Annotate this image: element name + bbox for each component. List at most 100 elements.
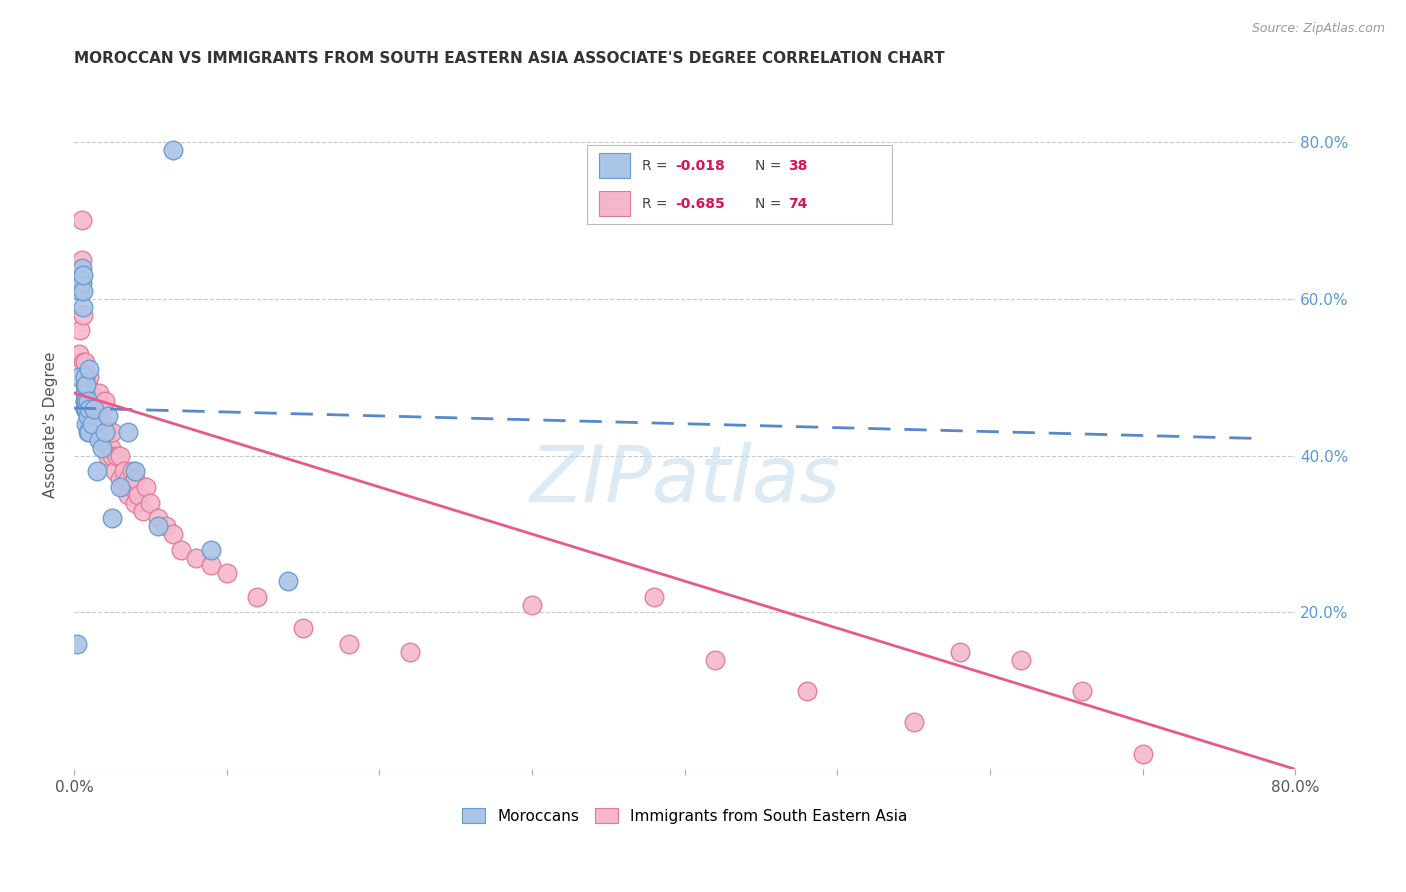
Point [146,519,169,533]
Point [246,590,269,604]
Point [66,637,89,651]
Point [75,417,97,432]
Point [75,370,97,384]
Point [91,433,114,447]
Point [135,480,157,494]
Point [79,401,101,416]
Point [292,621,315,635]
Point [69,323,91,337]
Point [73,370,96,384]
Point [93,425,115,439]
Point [86,393,108,408]
Point [82,417,104,432]
Point [80,393,103,408]
Point [89,425,111,439]
Y-axis label: Associate's Degree: Associate's Degree [44,351,58,498]
Point [90,401,112,416]
Point [120,480,142,494]
Point [121,464,143,478]
Point [101,425,124,439]
Point [82,386,104,401]
Point [72,308,94,322]
Point [117,425,139,439]
Point [75,393,97,408]
Point [186,550,208,565]
Point [83,401,105,416]
Text: MOROCCAN VS IMMIGRANTS FROM SOUTH EASTERN ASIA ASSOCIATE'S DEGREE CORRELATION CH: MOROCCAN VS IMMIGRANTS FROM SOUTH EASTER… [75,51,945,66]
Point [69,284,91,298]
Point [200,558,222,573]
Point [139,496,162,510]
Point [1070,684,1092,698]
Point [75,401,97,416]
Point [86,464,108,478]
Point [76,409,98,424]
Point [90,417,112,432]
Point [124,464,146,478]
Point [97,409,120,424]
Point [67,347,90,361]
Point [82,409,104,424]
Point [520,598,543,612]
Point [1010,652,1032,666]
Point [170,542,193,557]
Text: ZIPatlas: ZIPatlas [529,442,841,517]
Point [79,401,101,416]
Point [337,637,360,651]
Point [277,574,299,588]
Point [72,284,94,298]
Point [70,276,93,290]
Point [903,715,925,730]
Point [73,354,96,368]
Point [155,519,177,533]
Point [83,401,105,416]
Point [101,449,124,463]
Point [108,449,131,463]
Point [97,449,120,463]
Legend: Moroccans, Immigrants from South Eastern Asia: Moroccans, Immigrants from South Eastern… [463,808,907,823]
Point [124,496,146,510]
Point [399,645,422,659]
Point [79,417,101,432]
Point [76,378,98,392]
Point [796,684,818,698]
Point [73,378,96,392]
Point [124,472,146,486]
Point [72,268,94,283]
Point [79,370,101,384]
Text: Source: ZipAtlas.com: Source: ZipAtlas.com [1251,22,1385,36]
Point [83,425,105,439]
Point [87,433,110,447]
Point [90,441,112,455]
Point [162,143,184,157]
Point [72,300,94,314]
Point [84,417,107,432]
Point [79,362,101,376]
Point [108,472,131,486]
Point [73,393,96,408]
Point [73,386,96,401]
Point [76,393,98,408]
Point [75,386,97,401]
Point [146,511,169,525]
Point [70,252,93,267]
Point [104,464,127,478]
Point [948,645,970,659]
Point [162,527,184,541]
Point [132,503,155,517]
Point [76,401,98,416]
Point [93,393,115,408]
Point [704,652,727,666]
Point [108,480,131,494]
Point [79,425,101,439]
Point [93,417,115,432]
Point [87,401,110,416]
Point [100,441,122,455]
Point [117,488,139,502]
Point [73,393,96,408]
Point [72,354,94,368]
Point [70,260,93,275]
Point [127,488,149,502]
Point [76,425,98,439]
Point [643,590,665,604]
